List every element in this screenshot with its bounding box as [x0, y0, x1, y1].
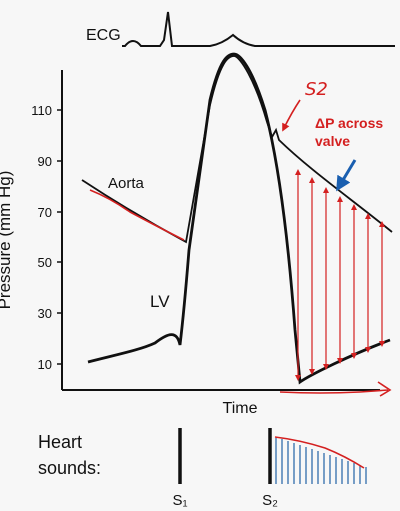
s2-label: S₂ [262, 492, 278, 509]
y-axis-label: Pressure (mm Hg) [0, 171, 14, 310]
ecg-label: ECG [86, 27, 121, 44]
lv-label: LV [150, 292, 170, 311]
y-ticks [57, 109, 62, 365]
ecg-trace [122, 11, 395, 47]
x-axis-label: Time [223, 400, 258, 417]
heart-sounds-label-line2: sounds: [38, 458, 101, 478]
y-tick-label: 90 [38, 154, 52, 169]
murmur-red-envelope [274, 436, 365, 469]
aorta-red-trace [89, 189, 185, 241]
y-tick-label: 30 [38, 306, 52, 321]
delta-p-label-line2: valve [315, 133, 350, 149]
aorta-label: Aorta [108, 175, 145, 192]
lv-curve [87, 52, 391, 385]
diastolic-murmur [275, 438, 367, 484]
y-tick-label: 70 [38, 205, 52, 220]
s2-handwritten-arrow [282, 99, 301, 132]
pressure-gradient-arrows [295, 169, 385, 381]
y-tick-label: 10 [38, 357, 52, 372]
s2-handwritten-label: S2 [305, 79, 328, 100]
y-tick-labels: 110 90 70 50 30 10 [31, 103, 52, 372]
baseline-red-scribble [279, 381, 392, 397]
aorta-curve [81, 55, 393, 244]
y-tick-label: 110 [31, 103, 52, 118]
y-tick-label: 50 [38, 255, 52, 270]
heart-sounds-label-line1: Heart [38, 432, 82, 452]
delta-p-label-line1: ΔP across [315, 115, 383, 131]
s1-label: S₁ [172, 492, 187, 509]
delta-p-blue-arrow [336, 159, 357, 192]
